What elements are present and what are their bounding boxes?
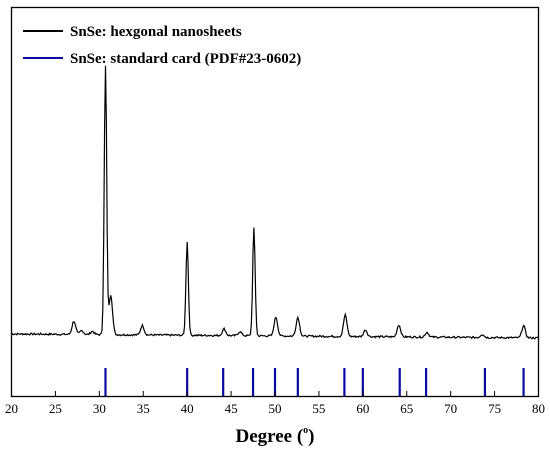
x-tick-label: 70 — [444, 401, 457, 416]
x-tick-label: 65 — [400, 401, 413, 416]
x-axis-ticks: 20 25 30 35 40 45 50 55 60 65 70 75 80 — [5, 391, 545, 416]
legend: SnSe: hexgonal nanosheets SnSe: standard… — [23, 24, 301, 67]
x-tick-label: 75 — [488, 401, 501, 416]
x-tick-label: 55 — [312, 401, 325, 416]
x-tick-label: 80 — [532, 401, 545, 416]
legend-label-reference: SnSe: standard card (PDF#23-0602) — [70, 51, 301, 67]
x-tick-label: 60 — [356, 401, 369, 416]
x-axis-title: Degree (o) — [235, 425, 314, 447]
pattern-line — [11, 65, 539, 340]
x-tick-label: 25 — [49, 401, 62, 416]
x-tick-label: 35 — [137, 401, 150, 416]
legend-label-pattern: SnSe: hexgonal nanosheets — [70, 24, 242, 40]
x-tick-label: 30 — [93, 401, 106, 416]
x-axis-title-main: Degree ( — [235, 426, 303, 447]
reference-sticks — [104, 368, 525, 396]
x-tick-label: 40 — [181, 401, 194, 416]
x-tick-label: 45 — [225, 401, 238, 416]
x-axis-title-sup: o — [303, 425, 308, 436]
x-axis-title-close: ) — [308, 426, 314, 447]
x-tick-label: 20 — [5, 401, 18, 416]
x-tick-label: 50 — [269, 401, 282, 416]
